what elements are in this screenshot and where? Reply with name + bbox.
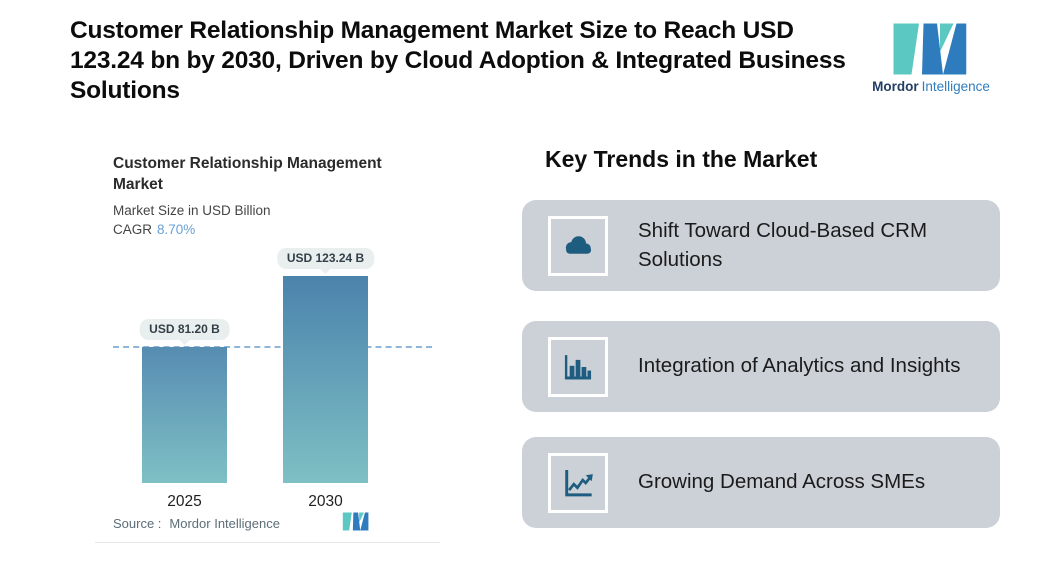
line-growth-icon	[548, 452, 608, 513]
page-title: Customer Relationship Management Market …	[70, 17, 846, 104]
trend-card-cloud: Shift Toward Cloud-Based CRM Solutions	[522, 200, 1000, 291]
market-chart-panel: Customer Relationship Management Market …	[95, 138, 440, 543]
reference-dashed-line	[113, 346, 432, 348]
bar-value-badge-2025: USD 81.20 B	[139, 319, 230, 340]
bar-plot-area: USD 81.20 B 2025 USD 123.24 B 2030	[95, 138, 440, 510]
trend-text: Shift Toward Cloud-Based CRM Solutions	[638, 219, 928, 271]
brand-name-light: Intelligence	[921, 79, 990, 94]
trend-text: Integration of Analytics and Insights	[638, 354, 961, 378]
chart-subtitle: Market Size in USD Billion	[113, 202, 271, 218]
trend-card-analytics: Integration of Analytics and Insights	[522, 321, 1000, 412]
chart-source: Source : Mordor Intelligence	[113, 516, 280, 531]
brand-name: Mordor Intelligence	[872, 79, 990, 94]
x-axis-label-2030: 2030	[308, 493, 343, 510]
bar-2030	[283, 276, 368, 483]
cagr-value: 8.70%	[157, 221, 196, 237]
cloud-icon	[548, 215, 608, 276]
trend-text: Growing Demand Across SMEs	[638, 470, 926, 494]
cagr-label: CAGR	[113, 221, 153, 237]
source-label: Source :	[113, 516, 162, 531]
mordor-intelligence-logo: Mordor Intelligence	[864, 22, 998, 94]
bar-2025	[142, 347, 227, 483]
trend-card-growth: Growing Demand Across SMEs	[522, 437, 1000, 528]
source-value: Mordor Intelligence	[169, 516, 280, 531]
chart-cagr: CAGR 8.70%	[113, 222, 440, 237]
x-axis-label-2025: 2025	[167, 493, 202, 510]
brand-name-bold: Mordor	[872, 79, 919, 94]
trends-heading: Key Trends in the Market	[545, 146, 818, 172]
mordor-logo-small-icon	[342, 512, 369, 531]
bar-chart-icon	[548, 336, 608, 397]
bar-value-badge-2030: USD 123.24 B	[276, 248, 375, 269]
mordor-logo-icon	[893, 23, 967, 75]
chart-title: Customer Relationship Management Market	[113, 155, 382, 193]
